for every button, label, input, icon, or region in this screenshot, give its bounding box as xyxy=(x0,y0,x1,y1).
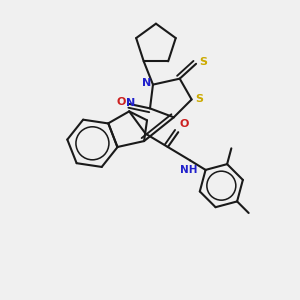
Text: O: O xyxy=(116,98,126,107)
Text: S: S xyxy=(195,94,203,104)
Text: N: N xyxy=(126,98,135,108)
Text: N: N xyxy=(142,78,151,88)
Text: NH: NH xyxy=(180,165,197,175)
Text: O: O xyxy=(180,119,189,129)
Text: S: S xyxy=(200,57,208,67)
